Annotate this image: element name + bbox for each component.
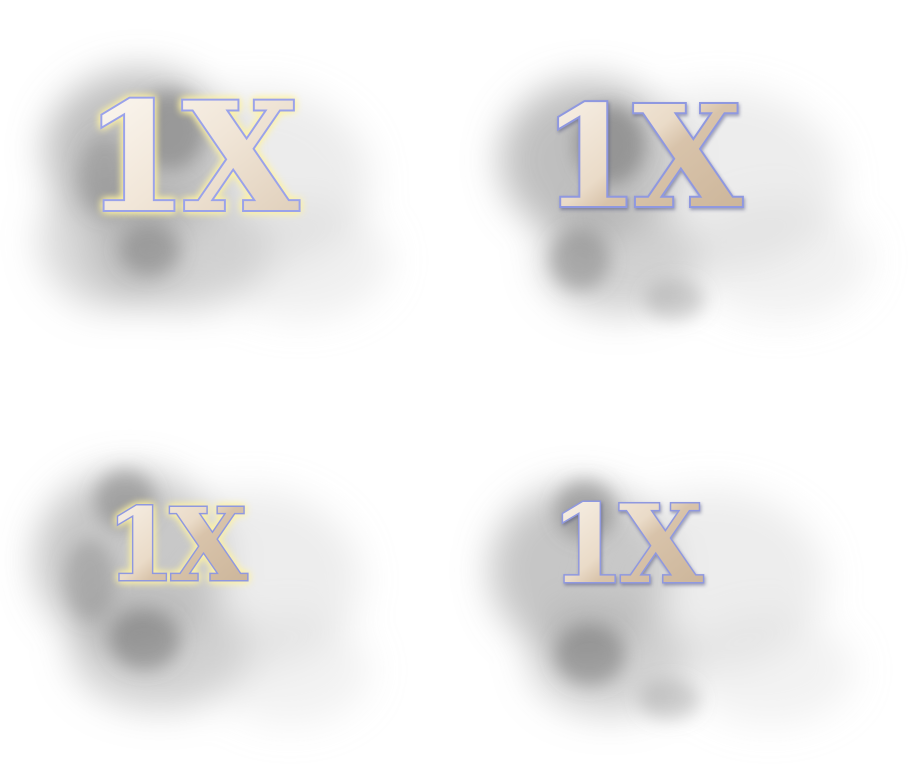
multiplier-text: 1X [542,76,742,240]
multiplier-label: 1X [105,485,256,606]
multiplier-text: 1X [106,486,248,604]
smoke-cloud [490,480,855,725]
multiplier-sprite-1: 1X [10,10,430,370]
multiplier-label: 1X [82,68,307,248]
multiplier-text: 1X [84,70,299,246]
multiplier-label: 1X [540,74,750,242]
multiplier-sprite-4: 1X [470,410,890,770]
smoke-cloud [40,70,390,320]
smoke-cloud [35,470,370,725]
multiplier-sprite-2: 1X [470,10,890,370]
multiplier-text: 1X [550,482,703,608]
smoke-cloud [500,80,870,320]
multiplier-label: 1X [549,481,711,610]
multiplier-sprite-3: 1X [10,410,430,770]
